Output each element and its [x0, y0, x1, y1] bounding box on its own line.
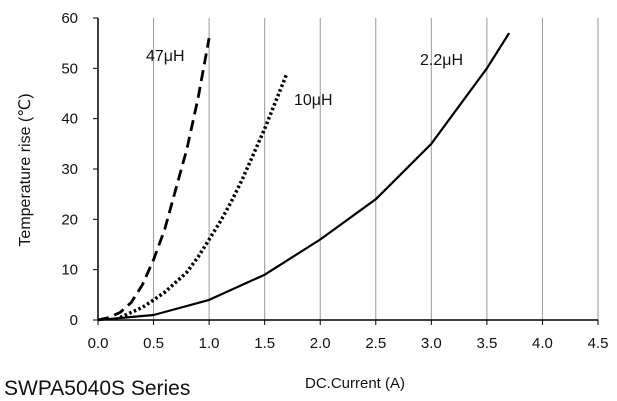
y-tick-label: 50: [61, 60, 78, 77]
x-tick-label: 0.0: [88, 335, 109, 352]
series-labels: 47μH 10μH 2.2μH: [146, 48, 463, 109]
x-tick-label: 4.0: [532, 335, 553, 352]
x-tick-label: 3.5: [476, 335, 497, 352]
series-label-2-2-h: 2.2μH: [420, 52, 463, 69]
axes: [93, 17, 599, 325]
y-tick-label: 0: [70, 312, 78, 329]
x-tick-label: 1.0: [199, 335, 220, 352]
x-tick-label: 2.5: [365, 335, 386, 352]
x-tick-labels: 0.0 0.5 1.0 1.5 2.0 2.5 3.0 3.5 4.0 4.5: [88, 335, 609, 352]
x-tick-label: 1.5: [254, 335, 275, 352]
y-tick-label: 10: [61, 262, 78, 279]
series-label-10-h: 10μH: [294, 92, 333, 109]
y-axis-label: Temperature rise (℃): [17, 93, 34, 246]
x-tick-label: 3.0: [421, 335, 442, 352]
series-line-10-h: [119, 72, 289, 320]
y-tick-label: 20: [61, 211, 78, 228]
y-tick-label: 40: [61, 111, 78, 128]
x-tick-label: 0.5: [143, 335, 164, 352]
x-tick-label: 2.0: [310, 335, 331, 352]
series-line-47-h: [97, 37, 211, 322]
y-tick-labels: 0 10 20 30 40 50 60: [61, 10, 78, 329]
y-tick-label: 60: [61, 10, 78, 27]
series-caption: SWPA5040S Series: [4, 377, 191, 400]
grid-lines: [153, 18, 599, 320]
series-label-47-h: 47μH: [146, 48, 185, 65]
x-tick-label: 4.5: [588, 335, 609, 352]
x-axis-label: DC.Current (A): [305, 375, 405, 392]
series-line-2-2-h: [97, 32, 511, 322]
series-layer: [97, 32, 511, 322]
y-tick-label: 30: [61, 161, 78, 178]
